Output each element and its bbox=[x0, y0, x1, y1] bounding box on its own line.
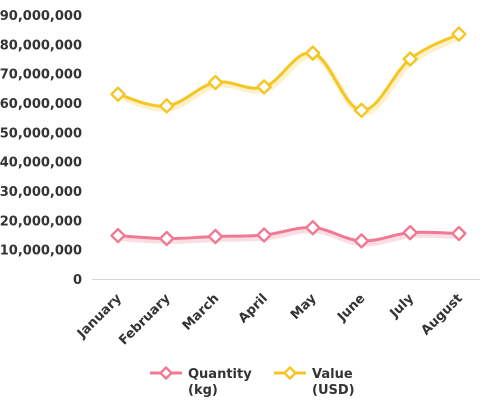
legend-label: Value bbox=[312, 367, 353, 382]
x-tick-label: April bbox=[236, 291, 271, 326]
data-point-marker[interactable] bbox=[353, 233, 370, 249]
legend-marker-icon bbox=[159, 366, 173, 380]
x-tick-label: August bbox=[418, 291, 465, 338]
legend-label: (kg) bbox=[188, 383, 218, 398]
x-tick-label: January bbox=[74, 291, 125, 342]
x-tick-label: July bbox=[387, 291, 418, 322]
data-point-marker[interactable] bbox=[159, 230, 175, 247]
y-tick-label: 60,000,000 bbox=[0, 97, 82, 112]
y-tick-label: 10,000,000 bbox=[0, 244, 82, 259]
data-point-marker[interactable] bbox=[110, 227, 126, 244]
y-tick-label: 0 bbox=[73, 273, 82, 288]
legend: Quantity(kg) Value(USD) bbox=[150, 366, 355, 398]
x-tick-label: May bbox=[288, 291, 320, 323]
data-point-marker[interactable] bbox=[207, 228, 224, 245]
data-point-marker[interactable] bbox=[305, 45, 321, 61]
data-point-marker[interactable] bbox=[402, 51, 418, 67]
data-point-marker[interactable] bbox=[451, 26, 467, 42]
y-tick-label: 80,000,000 bbox=[0, 38, 82, 53]
legend-label: (USD) bbox=[312, 383, 355, 398]
legend-label: Quantity bbox=[188, 367, 252, 382]
y-tick-label: 30,000,000 bbox=[0, 185, 82, 200]
data-point-marker[interactable] bbox=[207, 74, 224, 91]
legend-item[interactable]: Quantity(kg) bbox=[150, 366, 252, 398]
y-tick-label: 70,000,000 bbox=[0, 68, 82, 83]
x-tick-label: June bbox=[334, 291, 368, 325]
data-point-marker[interactable] bbox=[353, 102, 370, 119]
series-line bbox=[116, 32, 461, 112]
y-tick-label: 20,000,000 bbox=[0, 214, 82, 229]
legend-marker-icon bbox=[283, 366, 297, 380]
series-value-usd bbox=[110, 26, 467, 119]
series-quantity-kg bbox=[110, 219, 467, 249]
x-tick-label: March bbox=[180, 291, 222, 333]
data-point-marker[interactable] bbox=[305, 219, 321, 236]
data-point-marker[interactable] bbox=[402, 224, 418, 241]
data-point-marker[interactable] bbox=[110, 86, 126, 102]
data-point-marker[interactable] bbox=[256, 79, 272, 95]
y-tick-label: 50,000,000 bbox=[0, 126, 82, 141]
data-point-marker[interactable] bbox=[451, 225, 467, 242]
legend-item[interactable]: Value(USD) bbox=[274, 366, 355, 398]
data-point-marker[interactable] bbox=[159, 98, 175, 114]
data-point-marker[interactable] bbox=[256, 227, 272, 243]
y-tick-label: 40,000,000 bbox=[0, 156, 82, 171]
y-axis: 0 10,000,000 20,000,000 30,000,000 40,000,00… bbox=[0, 9, 82, 288]
x-tick-label: February bbox=[116, 291, 174, 349]
series-line-shadow bbox=[116, 33, 464, 116]
series-layer bbox=[110, 26, 467, 249]
y-tick-label: 90,000,000 bbox=[0, 9, 82, 24]
